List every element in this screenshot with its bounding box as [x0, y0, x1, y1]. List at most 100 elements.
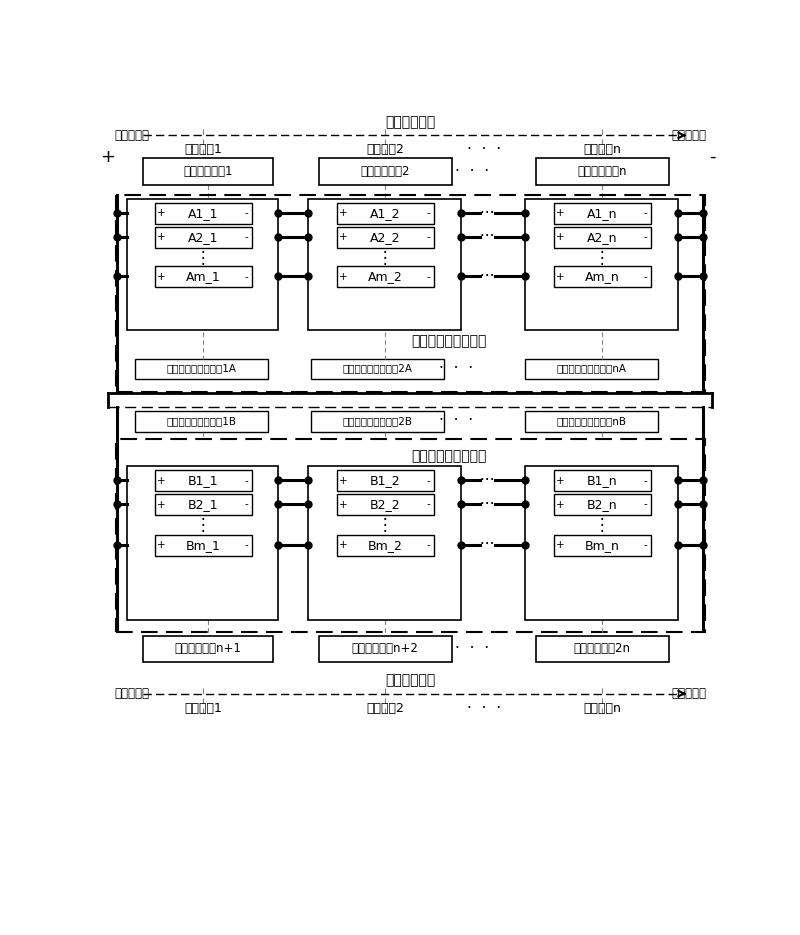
Text: -: -: [244, 232, 248, 242]
Text: 温度梯度n: 温度梯度n: [583, 702, 621, 715]
Bar: [525, 359, 658, 380]
Text: 温度梯度1: 温度梯度1: [184, 143, 222, 155]
Text: 温度梯度2: 温度梯度2: [366, 702, 404, 715]
Text: B1_n: B1_n: [587, 474, 618, 487]
Text: B2_1: B2_1: [188, 498, 218, 511]
Bar: [554, 535, 650, 555]
Text: ···: ···: [475, 268, 500, 283]
Text: 差分放大电路2n: 差分放大电路2n: [574, 642, 630, 655]
Text: -: -: [643, 232, 647, 242]
Text: ···: ···: [475, 206, 500, 221]
Text: +: +: [557, 499, 565, 510]
Text: ···: ···: [475, 473, 500, 488]
Bar: [554, 266, 650, 287]
Text: 热端梯度温度传感器1A: 热端梯度温度传感器1A: [166, 364, 237, 374]
Bar: [535, 636, 669, 662]
Text: 热端梯度温度传感器2A: 热端梯度温度传感器2A: [342, 364, 413, 374]
Bar: [554, 203, 650, 223]
Text: ·  ·  ·: · · ·: [466, 142, 501, 157]
Text: -: -: [426, 232, 430, 242]
Text: +: +: [339, 271, 348, 281]
Text: +: +: [557, 540, 565, 551]
Text: 第二热电转换模块组: 第二热电转换模块组: [411, 450, 486, 464]
Text: +: +: [557, 476, 565, 485]
Text: 差分放大电路n+2: 差分放大电路n+2: [352, 642, 418, 655]
Text: ⋮: ⋮: [194, 249, 211, 266]
Text: +: +: [339, 476, 348, 485]
Bar: [154, 535, 251, 555]
Text: ·  ·  ·: · · ·: [455, 164, 489, 179]
Text: +: +: [158, 232, 166, 242]
Bar: [310, 359, 444, 380]
Text: A1_1: A1_1: [188, 207, 218, 220]
Bar: [154, 227, 251, 248]
Text: Am_2: Am_2: [368, 270, 402, 283]
Text: 导热管出口: 导热管出口: [671, 129, 706, 142]
Text: +: +: [557, 271, 565, 281]
Text: +: +: [100, 148, 115, 165]
Text: A1_2: A1_2: [370, 207, 401, 220]
Text: 差分放大电路2: 差分放大电路2: [361, 165, 410, 178]
Text: -: -: [643, 540, 647, 551]
Text: Bm_2: Bm_2: [368, 539, 402, 552]
Text: ⋮: ⋮: [594, 516, 610, 534]
Text: +: +: [339, 540, 348, 551]
Text: +: +: [158, 540, 166, 551]
Bar: [535, 158, 669, 184]
Text: ···: ···: [475, 496, 500, 511]
Text: 温度梯度2: 温度梯度2: [366, 143, 404, 155]
Bar: [318, 158, 452, 184]
Text: 导热管出口: 导热管出口: [671, 687, 706, 700]
Bar: [337, 494, 434, 515]
Bar: [554, 227, 650, 248]
Bar: [127, 467, 278, 621]
Bar: [525, 467, 678, 621]
Text: A2_n: A2_n: [587, 231, 618, 244]
Text: A2_1: A2_1: [188, 231, 218, 244]
Text: 热端梯度温度传感器2B: 热端梯度温度传感器2B: [342, 416, 413, 426]
Text: -: -: [709, 148, 715, 165]
Bar: [310, 411, 444, 432]
Text: ⋮: ⋮: [377, 249, 394, 266]
Bar: [154, 470, 251, 491]
Text: 导热管进口: 导热管进口: [114, 129, 149, 142]
Text: -: -: [643, 499, 647, 510]
Text: B2_n: B2_n: [587, 498, 618, 511]
Text: 热端梯度温度传感器nB: 热端梯度温度传感器nB: [556, 416, 626, 426]
Text: A1_n: A1_n: [587, 207, 618, 220]
Text: +: +: [557, 209, 565, 219]
Text: 差分放大电路1: 差分放大电路1: [183, 165, 233, 178]
Bar: [337, 470, 434, 491]
Text: +: +: [158, 271, 166, 281]
Bar: [337, 203, 434, 223]
Text: 热端梯度温度传感器1B: 热端梯度温度传感器1B: [166, 416, 237, 426]
Text: ·  ·  ·: · · ·: [439, 361, 474, 376]
Text: -: -: [244, 209, 248, 219]
Text: +: +: [339, 499, 348, 510]
Text: 第一热电转换模块组: 第一热电转换模块组: [411, 335, 486, 349]
Bar: [525, 411, 658, 432]
Bar: [154, 266, 251, 287]
Text: +: +: [158, 209, 166, 219]
Text: -: -: [426, 209, 430, 219]
Text: -: -: [643, 209, 647, 219]
Bar: [554, 494, 650, 515]
Bar: [142, 636, 273, 662]
Text: B1_2: B1_2: [370, 474, 401, 487]
Bar: [115, 195, 705, 392]
Text: B1_1: B1_1: [188, 474, 218, 487]
Text: Bm_1: Bm_1: [186, 539, 221, 552]
Bar: [308, 467, 461, 621]
Text: +: +: [158, 499, 166, 510]
Text: 热端梯度温度传感器nA: 热端梯度温度传感器nA: [556, 364, 626, 374]
Text: 差分放大电路n+1: 差分放大电路n+1: [174, 642, 241, 655]
Bar: [554, 470, 650, 491]
Text: 温度梯度方向: 温度梯度方向: [385, 673, 435, 687]
Text: +: +: [158, 476, 166, 485]
Text: 温度梯度n: 温度梯度n: [583, 143, 621, 155]
Bar: [142, 158, 273, 184]
Bar: [135, 411, 268, 432]
Text: Bm_n: Bm_n: [585, 539, 620, 552]
Bar: [337, 227, 434, 248]
Text: ⋮: ⋮: [377, 516, 394, 534]
